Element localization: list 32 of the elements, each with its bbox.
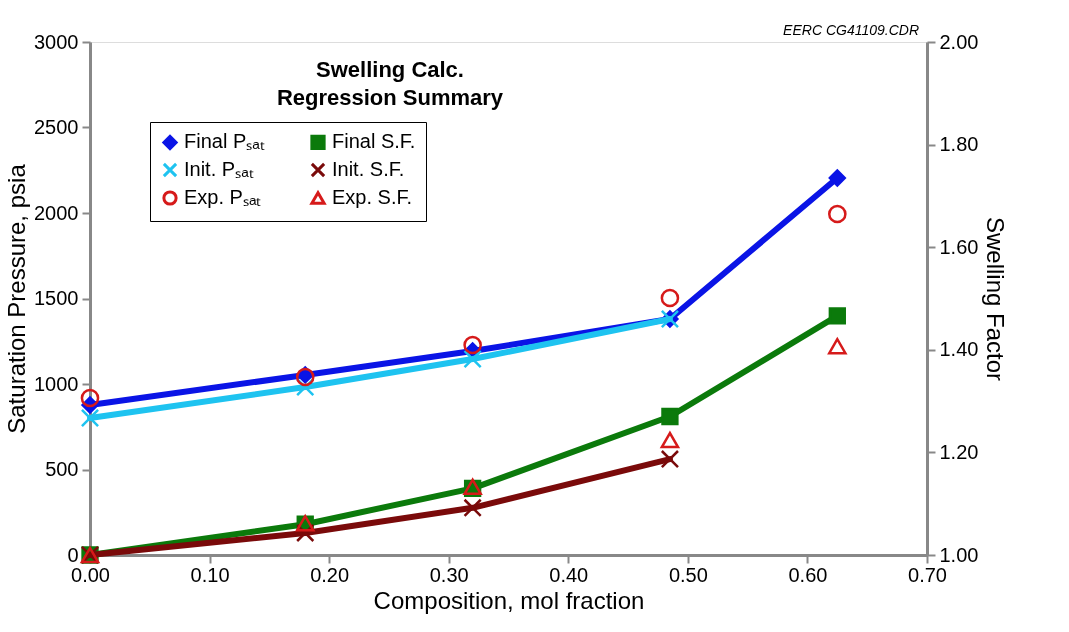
x-tick-label: 0.30 — [429, 563, 469, 586]
x-tick-label: 0.40 — [549, 563, 589, 586]
legend-label: Final S.F. — [332, 130, 416, 153]
y-tick-label: 0 — [67, 543, 79, 566]
y2-tick-label: 1.00 — [939, 543, 979, 566]
x-tick-label: 0.20 — [310, 563, 350, 586]
y2-tick-label: 1.60 — [939, 235, 979, 258]
y-tick-label: 1500 — [34, 287, 79, 309]
y2-tick-label: 1.40 — [939, 338, 979, 361]
text: Swelling Calc. Regression Summary — [276, 57, 504, 110]
x-axis-title: Composition, mol fraction — [373, 586, 645, 614]
x-tick-label: 0.10 — [190, 563, 230, 586]
y-axis-title: Saturation Pressure, psia — [3, 163, 31, 434]
legend-label: Init. Pₛₐₜ — [184, 158, 254, 180]
legend-label: Final Pₛₐₜ — [184, 130, 265, 153]
legend-label: Exp. Pₛₐₜ — [184, 186, 262, 208]
y2-tick-label: 1.20 — [939, 440, 979, 463]
y2-tick-label: 2.00 — [939, 30, 979, 53]
y-tick-label: 2000 — [34, 201, 79, 224]
x-tick-label: 0.00 — [71, 563, 110, 586]
y2-axis-title: Swelling Factor — [982, 216, 1010, 382]
x-tick-label: 0.60 — [788, 563, 828, 586]
legend-label: Exp. S.F. — [332, 186, 413, 208]
x-tick-label: 0.70 — [908, 563, 947, 586]
y2-tick-label: 1.80 — [939, 133, 979, 156]
x-tick-label: 0.50 — [668, 563, 708, 586]
legend-label: Init. S.F. — [332, 158, 405, 180]
y-tick-label: 1000 — [34, 372, 79, 395]
y-tick-label: 3000 — [34, 30, 79, 53]
text: EERC CG41109.CDR — [783, 22, 919, 38]
y-tick-label: 2500 — [34, 116, 79, 138]
y-tick-label: 500 — [45, 458, 79, 480]
